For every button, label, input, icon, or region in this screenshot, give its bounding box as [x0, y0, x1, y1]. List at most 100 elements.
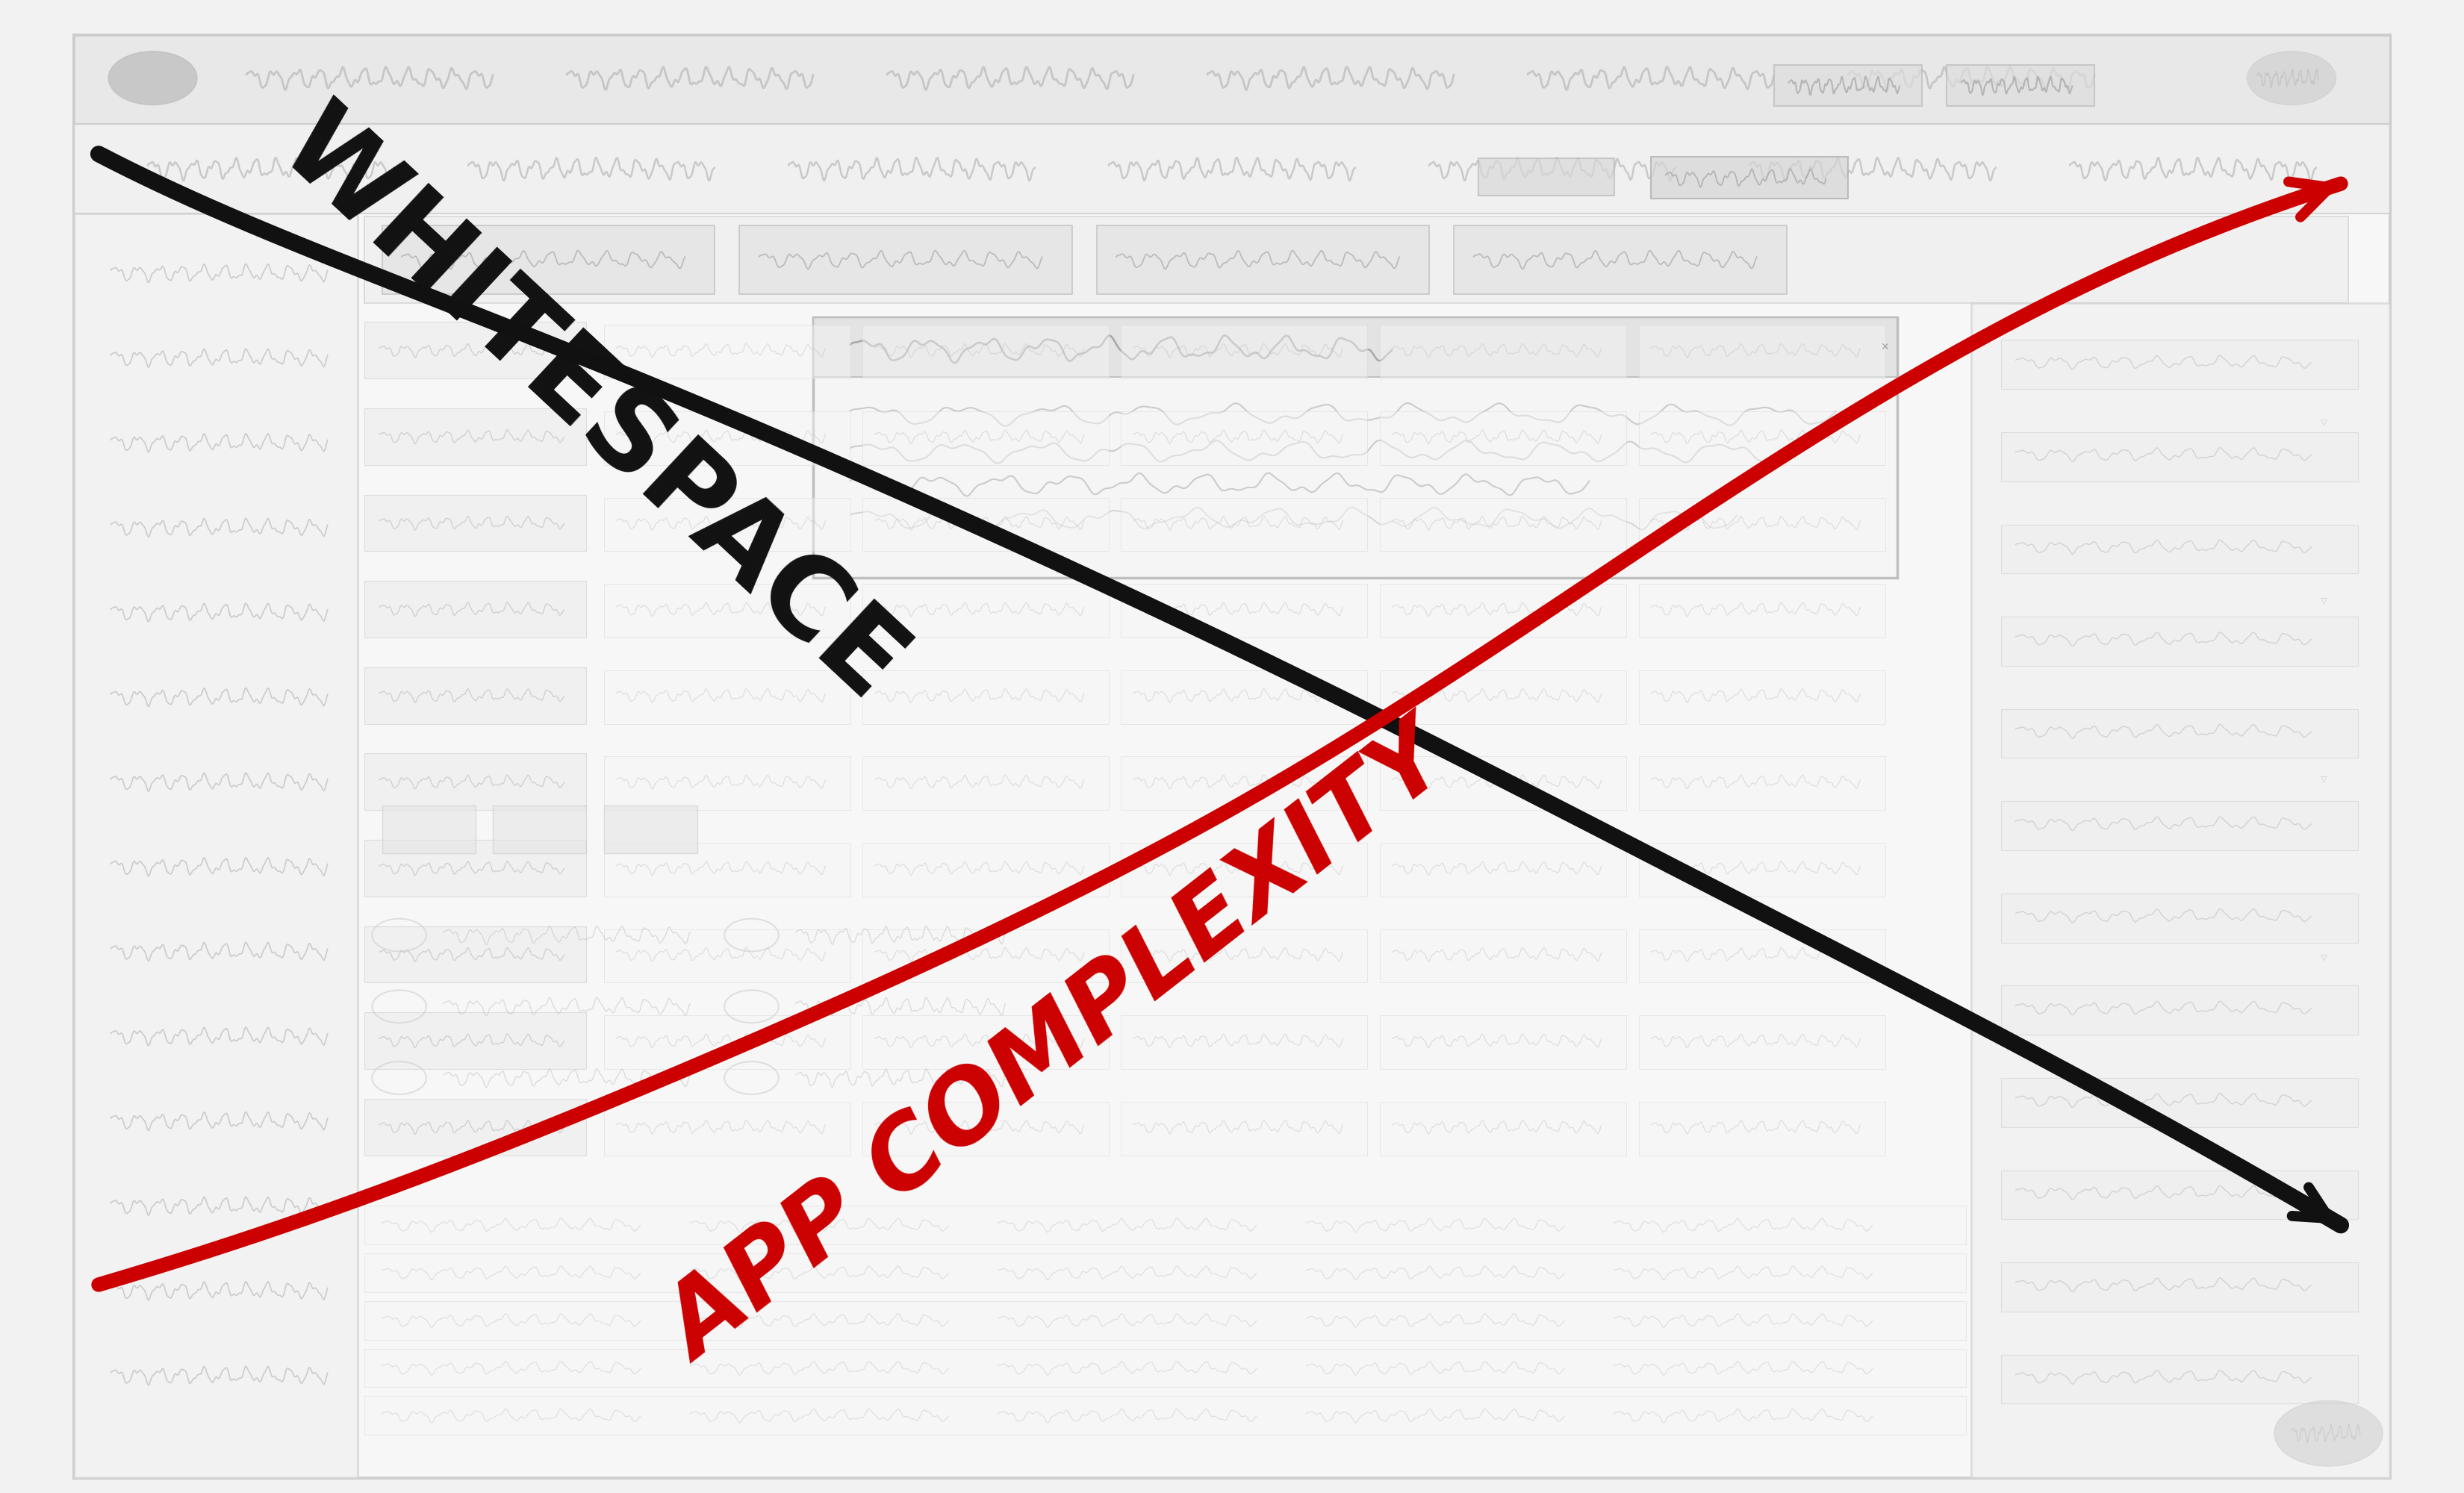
- Bar: [2001, 709, 2358, 758]
- Bar: [365, 926, 586, 982]
- Bar: [1774, 64, 1922, 106]
- Bar: [365, 1099, 586, 1156]
- Bar: [1454, 225, 1786, 294]
- Bar: [1380, 757, 1626, 811]
- Bar: [813, 318, 1897, 578]
- Text: ▽: ▽: [2321, 775, 2326, 782]
- Text: ▽: ▽: [2321, 418, 2326, 426]
- Bar: [604, 497, 850, 551]
- Bar: [365, 322, 586, 379]
- Bar: [1639, 757, 1885, 811]
- Bar: [2001, 1263, 2358, 1311]
- Bar: [1121, 757, 1368, 811]
- Bar: [1380, 412, 1626, 464]
- Bar: [365, 494, 586, 551]
- Bar: [1121, 412, 1368, 464]
- Bar: [1121, 1102, 1368, 1156]
- Bar: [2001, 431, 2358, 481]
- Bar: [1639, 1102, 1885, 1156]
- Text: APP COMPLEXITY: APP COMPLEXITY: [650, 714, 1469, 1381]
- Bar: [1121, 325, 1368, 379]
- Bar: [862, 1015, 1109, 1069]
- Bar: [862, 412, 1109, 464]
- Bar: [365, 1396, 1966, 1435]
- Bar: [382, 806, 476, 853]
- Bar: [74, 213, 357, 1478]
- Bar: [739, 225, 1072, 294]
- Bar: [1639, 584, 1885, 638]
- Bar: [1380, 1102, 1626, 1156]
- Bar: [1639, 844, 1885, 896]
- Bar: [1478, 158, 1614, 196]
- Text: ✕: ✕: [1880, 342, 1890, 352]
- Bar: [1639, 670, 1885, 724]
- Bar: [604, 844, 850, 896]
- Bar: [1639, 497, 1885, 551]
- Bar: [1971, 303, 2390, 1478]
- Circle shape: [2247, 51, 2336, 105]
- Bar: [1121, 670, 1368, 724]
- Bar: [1380, 929, 1626, 982]
- Text: WHITESPACE: WHITESPACE: [259, 91, 924, 723]
- Bar: [382, 225, 715, 294]
- Bar: [862, 670, 1109, 724]
- Bar: [1121, 584, 1368, 638]
- Text: ▽: ▽: [2321, 597, 2326, 605]
- Bar: [1380, 670, 1626, 724]
- Bar: [74, 124, 2390, 213]
- Bar: [493, 806, 586, 853]
- Bar: [2001, 893, 2358, 942]
- Bar: [2001, 985, 2358, 1035]
- Bar: [1121, 1015, 1368, 1069]
- Bar: [1096, 225, 1429, 294]
- Bar: [604, 670, 850, 724]
- Bar: [1121, 497, 1368, 551]
- Bar: [2001, 617, 2358, 666]
- Bar: [604, 1015, 850, 1069]
- Bar: [862, 844, 1109, 896]
- Bar: [365, 754, 586, 811]
- Bar: [2001, 802, 2358, 851]
- Bar: [365, 1300, 1966, 1339]
- Circle shape: [2274, 1400, 2383, 1466]
- Bar: [1639, 325, 1885, 379]
- Bar: [1121, 929, 1368, 982]
- Bar: [604, 806, 697, 853]
- Bar: [2001, 524, 2358, 573]
- Bar: [604, 757, 850, 811]
- Bar: [862, 584, 1109, 638]
- Bar: [365, 216, 2348, 303]
- Bar: [1639, 929, 1885, 982]
- Bar: [365, 409, 586, 464]
- Bar: [365, 1348, 1966, 1387]
- Bar: [1380, 325, 1626, 379]
- Bar: [1639, 412, 1885, 464]
- Bar: [604, 325, 850, 379]
- Bar: [1651, 157, 1848, 199]
- Bar: [2001, 1171, 2358, 1220]
- Bar: [1380, 844, 1626, 896]
- Bar: [74, 34, 2390, 124]
- Bar: [365, 1254, 1966, 1291]
- Circle shape: [108, 51, 197, 105]
- Bar: [862, 929, 1109, 982]
- Bar: [1121, 844, 1368, 896]
- Bar: [365, 1206, 1966, 1245]
- Bar: [862, 757, 1109, 811]
- Bar: [1380, 1015, 1626, 1069]
- Bar: [604, 1102, 850, 1156]
- Bar: [2001, 1078, 2358, 1127]
- Text: ▽: ▽: [2321, 954, 2326, 961]
- Bar: [604, 412, 850, 464]
- Bar: [1639, 1015, 1885, 1069]
- Bar: [2001, 340, 2358, 390]
- Bar: [365, 667, 586, 724]
- Bar: [365, 581, 586, 638]
- Bar: [604, 929, 850, 982]
- Bar: [2001, 1354, 2358, 1403]
- Bar: [862, 1102, 1109, 1156]
- Bar: [1380, 584, 1626, 638]
- Bar: [365, 1012, 586, 1069]
- Bar: [1380, 497, 1626, 551]
- Bar: [862, 325, 1109, 379]
